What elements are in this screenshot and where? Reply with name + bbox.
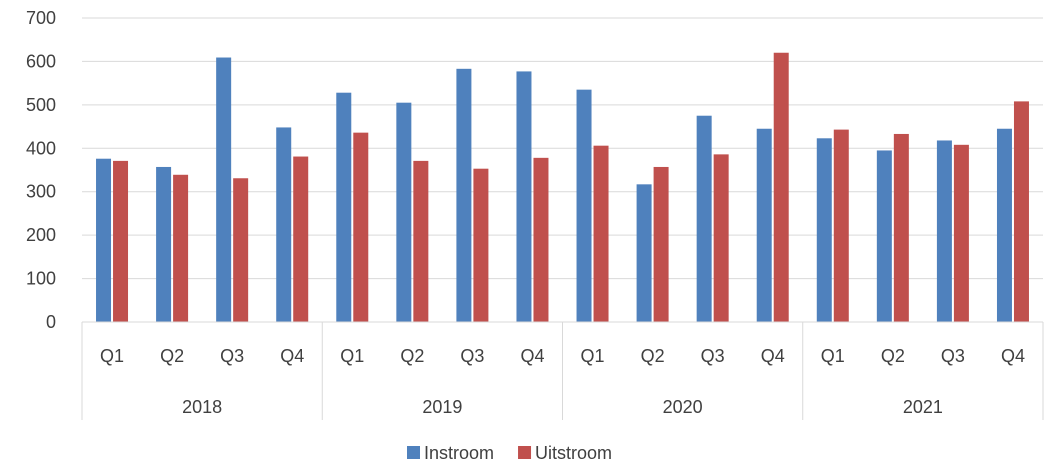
bar-uitstroom [653,166,669,322]
bar-instroom [156,166,172,322]
x-tick-label: Q2 [881,346,905,366]
bar-uitstroom [233,178,249,322]
bar-uitstroom [773,52,789,322]
bar-instroom [576,89,592,323]
bar-instroom [876,150,892,322]
x-tick-label: Q1 [581,346,605,366]
x-tick-label: Q4 [280,346,304,366]
x-tick-label: Q3 [941,346,965,366]
y-tick-label: 700 [26,8,56,28]
x-group-label: 2018 [182,397,222,417]
y-tick-label: 0 [46,312,56,332]
x-tick-label: Q3 [460,346,484,366]
bar-instroom [816,138,832,322]
y-tick-label: 100 [26,269,56,289]
bar-uitstroom [413,160,429,322]
x-axis: Q1 Q2 Q3 Q4 Q1 Q2 Q3 Q4 Q1 Q2 Q3 Q4 Q1 Q2 Q3 Q4 2018 2019… [81,321,1044,420]
x-group-label: 2021 [903,397,943,417]
bar-instroom [396,102,412,322]
x-group-label: 2019 [422,397,462,417]
legend-swatch-instroom [407,446,420,459]
y-tick-label: 500 [26,95,56,115]
x-tick-label: Q3 [701,346,725,366]
x-group-label: 2020 [663,397,703,417]
x-tick-label: Q1 [100,346,124,366]
x-tick-label: Q1 [340,346,364,366]
bar-uitstroom [893,133,909,322]
bar-uitstroom [173,174,189,322]
bar-instroom [756,128,772,322]
legend: Instroom Uitstroom [407,443,612,463]
x-tick-label: Q4 [761,346,785,366]
x-tick-label: Q3 [220,346,244,366]
bar-uitstroom [953,144,969,322]
legend-label-instroom: Instroom [424,443,494,463]
bar-uitstroom [593,145,609,322]
x-tick-label: Q4 [1001,346,1025,366]
bars [96,52,1029,323]
bar-uitstroom [833,129,849,322]
bar-uitstroom [293,156,309,322]
bar-instroom [516,71,532,322]
bar-uitstroom [1013,101,1029,322]
y-tick-label: 600 [26,51,56,71]
bar-uitstroom [533,157,549,322]
x-tick-label: Q4 [520,346,544,366]
x-tick-label: Q2 [641,346,665,366]
bar-uitstroom [353,132,369,322]
y-tick-label: 400 [26,138,56,158]
bar-instroom [456,68,472,322]
x-tick-label: Q2 [400,346,424,366]
x-tick-label: Q2 [160,346,184,366]
y-tick-label: 300 [26,182,56,202]
legend-label-uitstroom: Uitstroom [535,443,612,463]
bar-instroom [276,127,292,322]
bar-instroom [696,115,712,322]
bar-uitstroom [473,168,489,322]
legend-swatch-uitstroom [518,446,532,459]
x-tick-label: Q1 [821,346,845,366]
y-axis-tick-labels: 0 100 200 300 400 500 600 700 [26,8,56,332]
bar-uitstroom [713,154,729,322]
bar-instroom [336,92,352,322]
bar-instroom [636,184,652,322]
bar-instroom [216,57,232,323]
y-tick-label: 200 [26,225,56,245]
bar-instroom [996,128,1012,322]
bar-uitstroom [113,160,129,322]
bar-instroom [96,158,112,322]
bar-instroom [936,140,952,322]
